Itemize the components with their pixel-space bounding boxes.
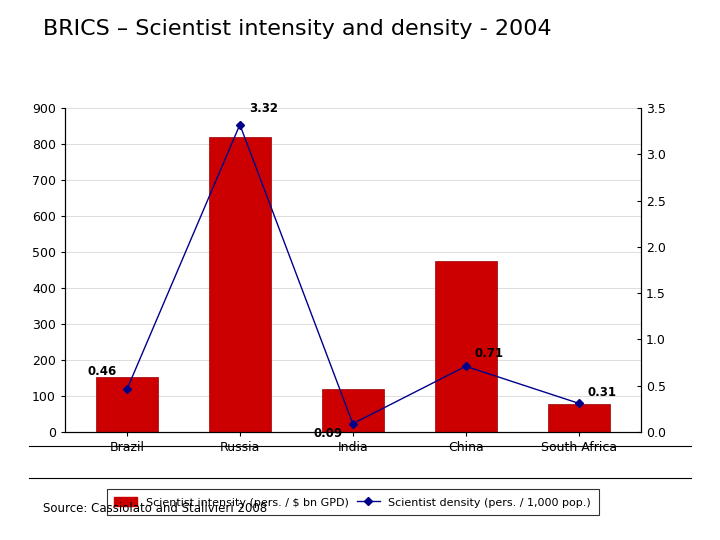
- Bar: [96, 377, 158, 432]
- Bar: [435, 261, 497, 432]
- Bar: [322, 389, 384, 432]
- Text: 3.32: 3.32: [249, 102, 278, 114]
- Text: BRICS – Scientist intensity and density - 2004: BRICS – Scientist intensity and density …: [43, 19, 552, 39]
- Text: Source: Cassiolato and Stalivieri 2008: Source: Cassiolato and Stalivieri 2008: [43, 502, 267, 515]
- Bar: [548, 403, 610, 432]
- Bar: [209, 137, 271, 432]
- Text: 0.71: 0.71: [474, 347, 504, 360]
- Legend: Scientist intensity (pers. / $ bn GPD), Scientist density (pers. / 1,000 pop.): Scientist intensity (pers. / $ bn GPD), …: [110, 492, 595, 512]
- Text: 0.31: 0.31: [588, 386, 617, 399]
- Text: 0.09: 0.09: [313, 427, 343, 440]
- Text: 0.46: 0.46: [87, 364, 117, 377]
